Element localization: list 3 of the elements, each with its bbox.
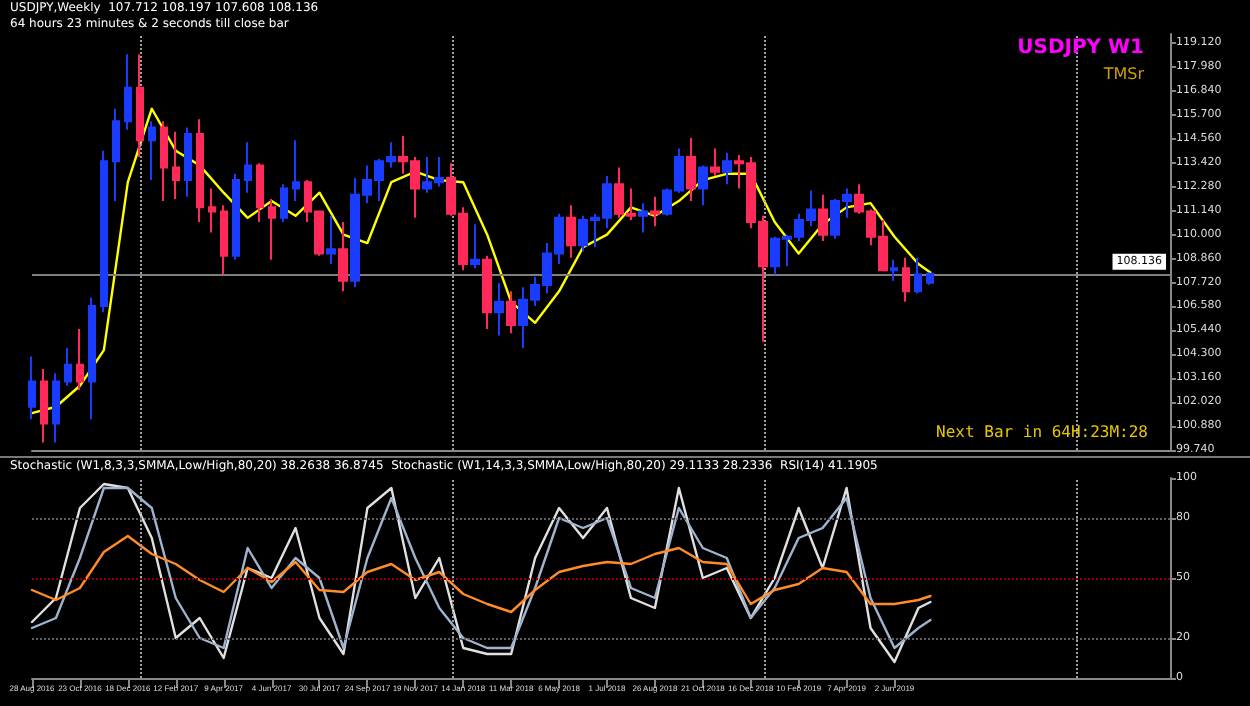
chart-title: USDJPY W1 [1017, 37, 1145, 59]
text: TMSr [1101, 65, 1146, 83]
annotation: Next Bar in 64H:23M:28 [936, 423, 1149, 441]
